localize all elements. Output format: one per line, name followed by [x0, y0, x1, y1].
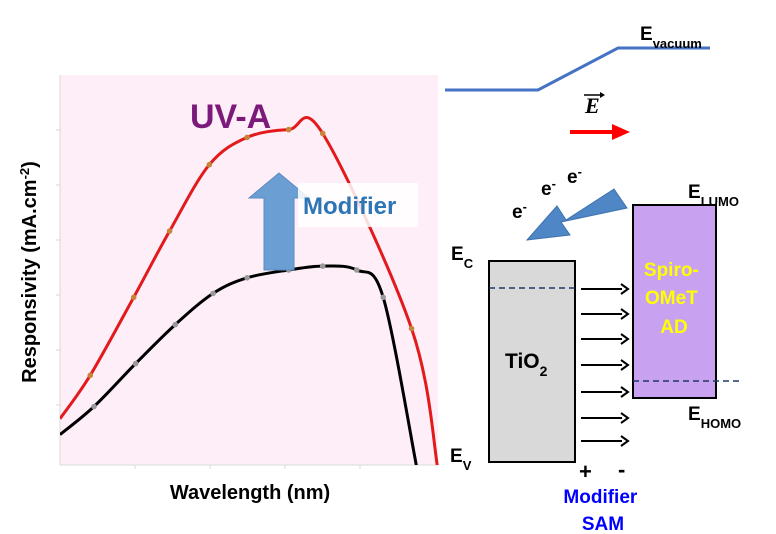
- modifier-sam-label: Modifier SAM: [563, 487, 642, 534]
- electron-label: e-: [512, 199, 527, 224]
- dipole-arrow-head: [620, 333, 630, 345]
- modifier-label-bg: [298, 183, 418, 227]
- plot-area: [60, 75, 438, 465]
- e-v-label: EV: [450, 446, 472, 473]
- x-axis: [60, 464, 438, 469]
- data-point: [244, 134, 250, 141]
- data-point: [206, 161, 213, 168]
- data-point: [380, 294, 386, 301]
- tio2-label: TiO2: [505, 350, 548, 379]
- chart-title: UV-A: [190, 98, 271, 136]
- y-axis-label: Responsivity (mA.cm-2): [17, 161, 42, 383]
- data-point: [319, 263, 326, 269]
- data-point: [130, 294, 137, 301]
- e-c-label: EC: [451, 244, 474, 271]
- data-point: [244, 275, 250, 281]
- data-point: [132, 360, 139, 367]
- vacuum-level-line: [445, 46, 710, 92]
- band-diagram: Evacuum E e- e- e- Spiro- OMeT AD ELUMO …: [445, 24, 741, 534]
- modifier-label: Modifier: [303, 193, 396, 220]
- tio2-block: [488, 260, 576, 463]
- dipole-arrows: [581, 283, 630, 447]
- data-point: [319, 130, 326, 137]
- field-vector-head: [600, 92, 605, 98]
- data-point: [166, 228, 173, 234]
- dipole-arrow-head: [620, 308, 630, 320]
- x-axis-label: Wavelength (nm): [170, 482, 330, 504]
- dipole-arrow-head: [620, 386, 630, 398]
- data-point: [91, 403, 97, 410]
- data-point: [285, 126, 292, 133]
- dipole-arrow-head: [620, 359, 630, 371]
- spiro-ometad-block: [632, 204, 717, 399]
- data-point: [87, 372, 94, 379]
- responsivity-chart: UV-A Modifier Wavelength (nm) Responsivi…: [17, 75, 439, 504]
- electron-transfer-arrow: [525, 188, 628, 241]
- e-homo-label: EHOMO: [688, 404, 741, 431]
- dipole-arrow-head: [620, 435, 630, 447]
- e-lumo-label: ELUMO: [688, 182, 739, 209]
- up-arrow-shape: [247, 172, 311, 271]
- field-arrow-head: [612, 124, 630, 140]
- e-vacuum-label: Evacuum: [640, 24, 702, 51]
- spiro-ometad-label: Spiro- OMeT AD: [644, 260, 704, 338]
- data-point: [353, 267, 360, 273]
- plus-sign: +: [579, 459, 592, 484]
- data-point: [210, 290, 216, 297]
- minus-sign: -: [618, 457, 625, 482]
- dipole-arrow-head: [620, 412, 630, 424]
- dipole-arrow-head: [620, 283, 630, 295]
- modifier-up-arrow: [247, 172, 311, 271]
- field-vector-label: E: [584, 93, 600, 118]
- field-arrow: [570, 124, 630, 140]
- data-point: [408, 325, 415, 332]
- electron-label: e-: [541, 176, 556, 201]
- data-point: [172, 321, 179, 328]
- series-line: [60, 264, 418, 465]
- electron-label: e-: [567, 164, 582, 189]
- y-axis: [56, 75, 61, 465]
